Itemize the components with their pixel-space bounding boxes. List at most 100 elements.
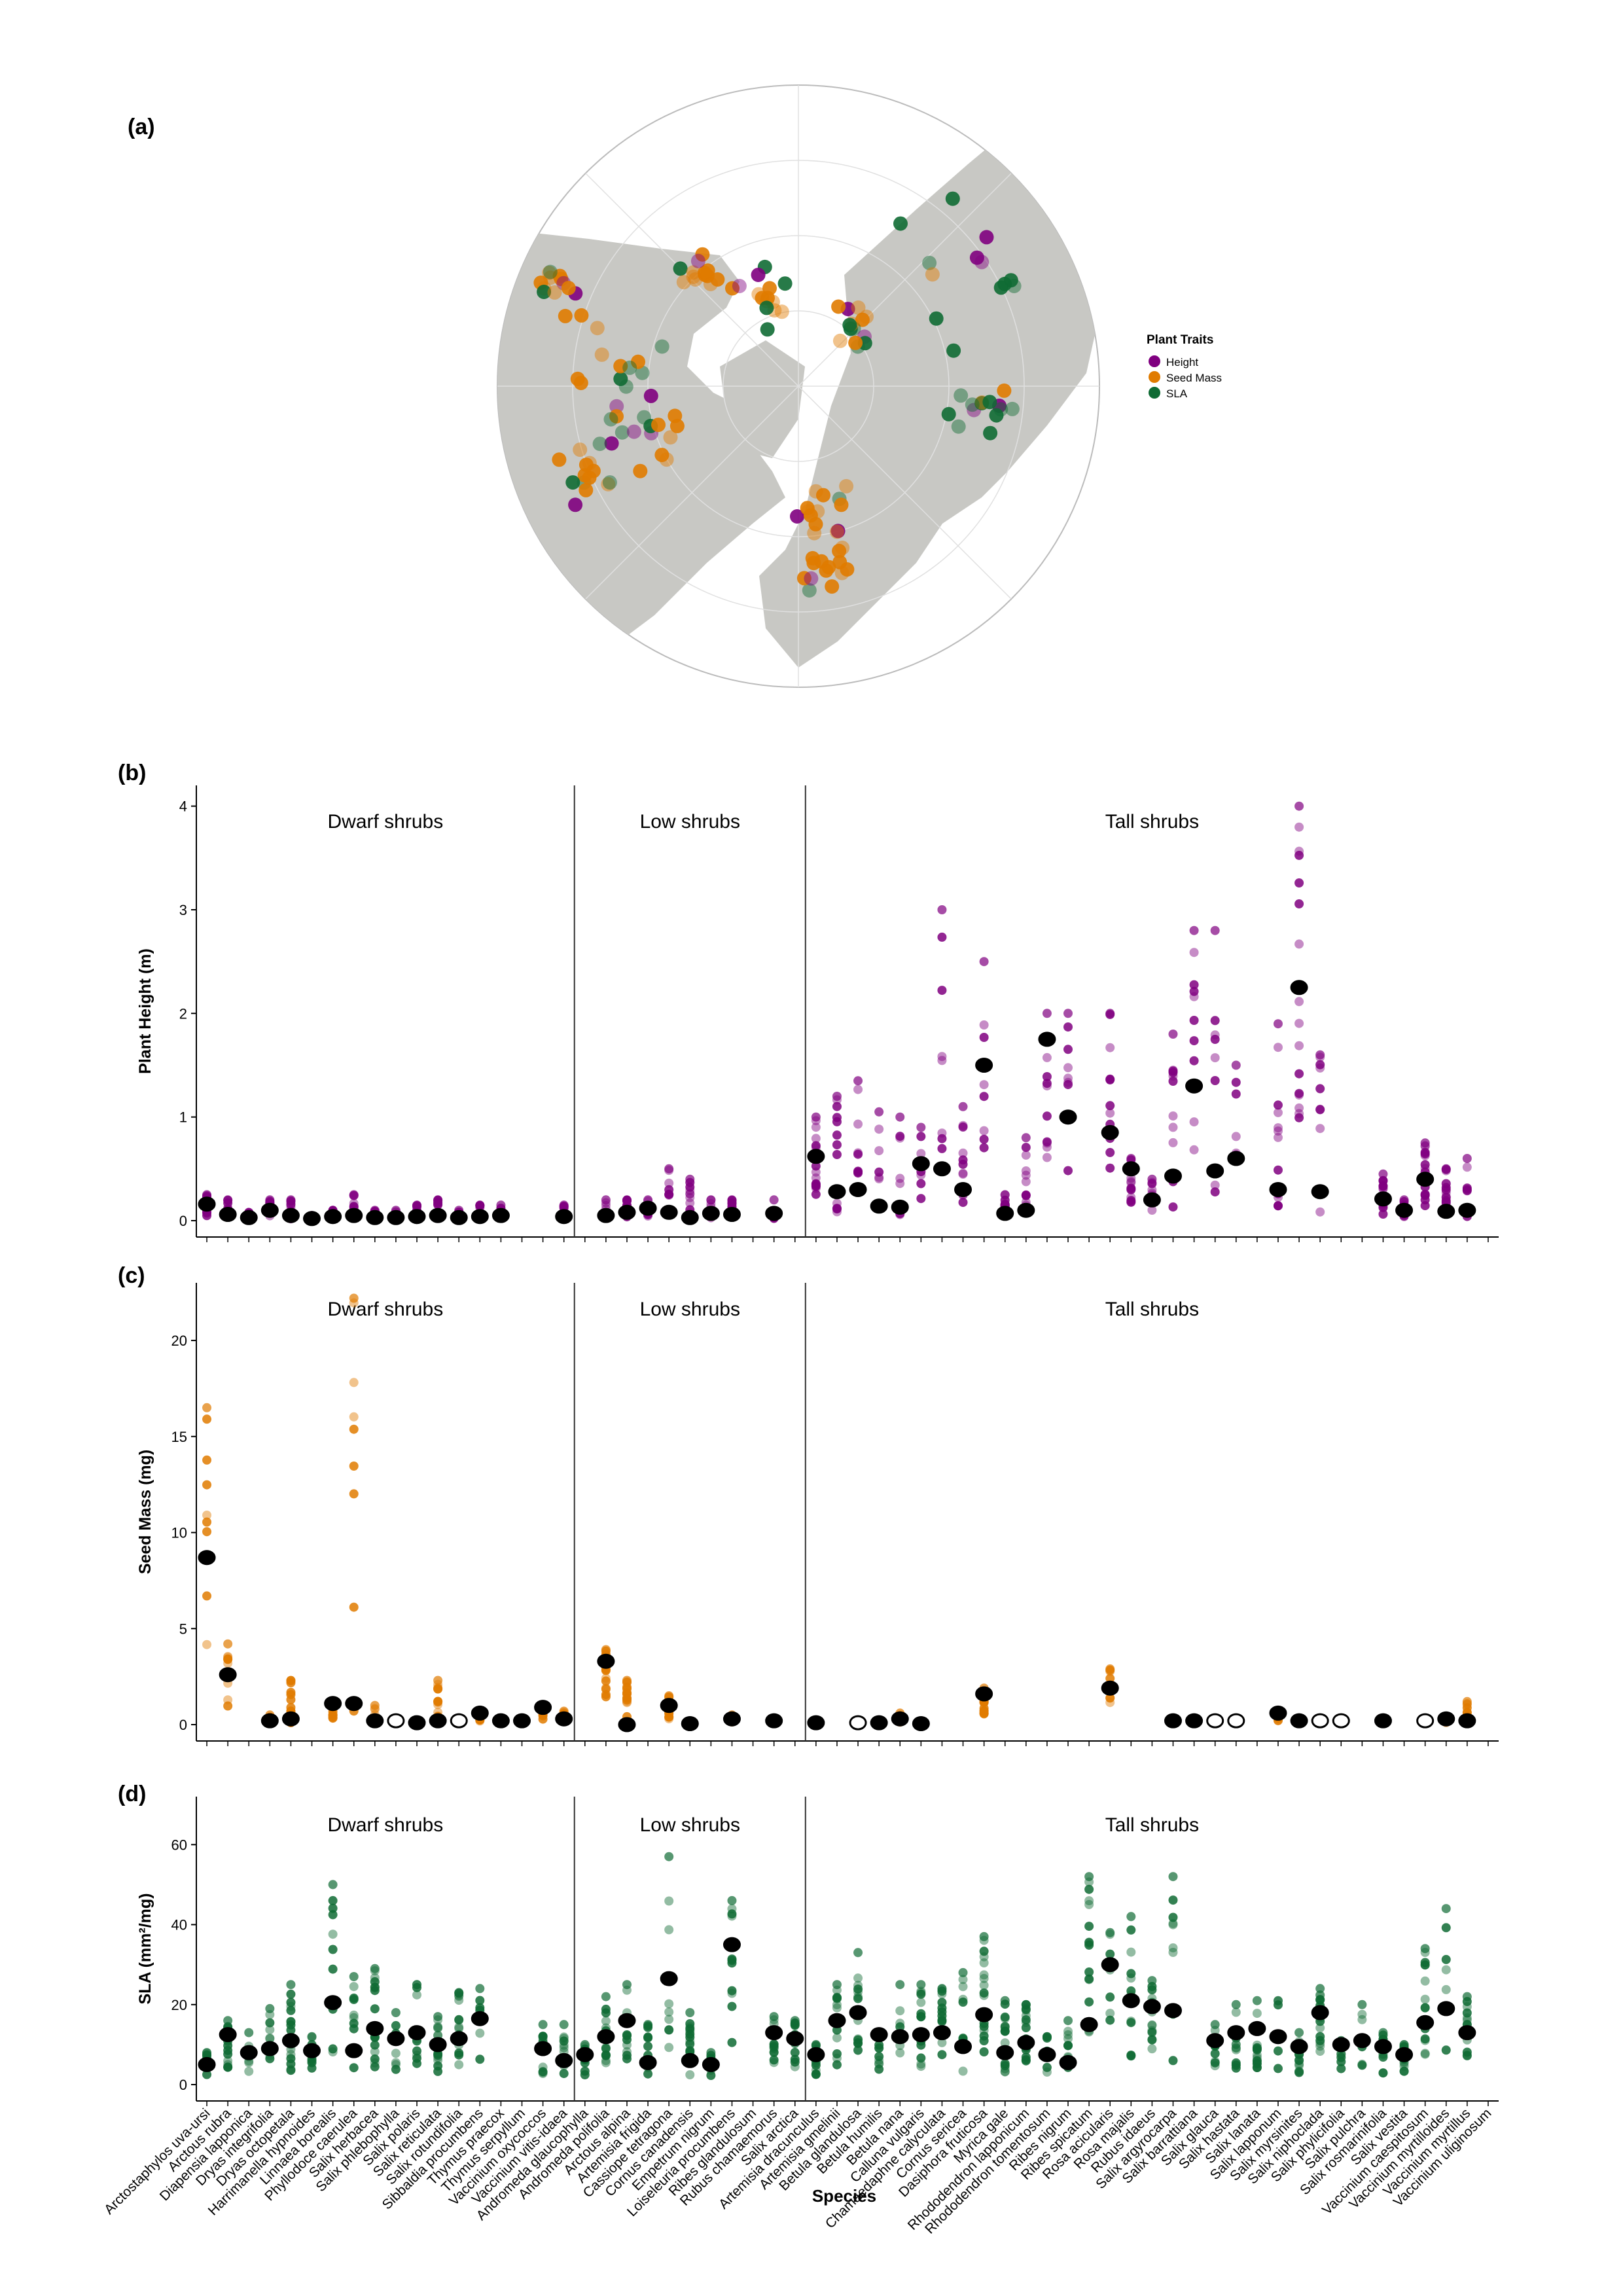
- observation-point: [1441, 1954, 1451, 1964]
- observation-point: [1441, 1923, 1451, 1933]
- site-point: [941, 406, 956, 422]
- site-point: [839, 478, 854, 493]
- observation-point: [328, 1880, 338, 1890]
- observation-point: [1441, 1984, 1451, 1994]
- observation-point: [958, 1198, 968, 1208]
- observation-point: [1063, 1080, 1073, 1090]
- observation-point: [1252, 2040, 1262, 2050]
- species-mean-point: [345, 2043, 363, 2058]
- observation-point: [895, 1980, 905, 1990]
- observation-point: [559, 2043, 569, 2053]
- species-mean-point: [870, 1198, 888, 1214]
- site-point: [965, 397, 980, 412]
- observation-point: [622, 2040, 632, 2050]
- x-axis-title: Species: [812, 2186, 876, 2206]
- observation-point: [937, 2037, 947, 2047]
- observation-point: [202, 1480, 212, 1490]
- observation-point: [559, 2020, 569, 2030]
- observation-point: [811, 1141, 821, 1151]
- observation-point: [370, 1700, 380, 1710]
- observation-point: [916, 1986, 926, 1996]
- observation-point: [979, 1143, 989, 1153]
- site-point: [834, 497, 849, 512]
- observation-point: [664, 1691, 674, 1700]
- legend-label-height: Height: [1166, 356, 1198, 368]
- observation-point: [622, 1195, 632, 1205]
- observation-point: [1441, 1185, 1451, 1194]
- observation-point: [664, 2043, 674, 2053]
- site-point: [951, 419, 966, 434]
- observation-point: [1126, 1973, 1136, 1983]
- species-mean-point: [618, 1204, 636, 1220]
- species-mean-point: [1416, 1713, 1435, 1729]
- species-mean-point: [281, 2033, 300, 2049]
- species-mean-point: [260, 2041, 279, 2056]
- observation-point: [1462, 2047, 1472, 2057]
- species-mean-point: [618, 1717, 636, 1732]
- site-point: [893, 216, 908, 231]
- observation-point: [1273, 1996, 1283, 2005]
- observation-point: [895, 1132, 905, 1141]
- species-mean-point: [366, 1713, 384, 1729]
- species-mean-point: [1290, 1713, 1308, 1729]
- y-axis-label: Plant Height (m): [136, 948, 154, 1074]
- observation-point: [370, 2054, 380, 2064]
- observation-point: [1042, 2067, 1052, 2077]
- observation-point: [685, 2070, 695, 2079]
- observation-point: [1168, 1030, 1178, 1039]
- observation-point: [1189, 1117, 1199, 1127]
- observation-point: [412, 2046, 422, 2056]
- observation-point: [706, 2048, 716, 2058]
- observation-point: [727, 1958, 737, 1968]
- observation-point: [286, 2020, 296, 2030]
- observation-point: [370, 2047, 380, 2056]
- observation-point: [1378, 2068, 1388, 2078]
- observation-point: [1105, 1949, 1115, 1959]
- species-mean-point: [491, 1713, 510, 1729]
- observation-point: [349, 1190, 359, 1200]
- species-mean-point: [828, 1184, 846, 1200]
- observation-point: [538, 1714, 548, 1724]
- observation-point: [265, 2025, 275, 2035]
- species-mean-point: [807, 1715, 825, 1731]
- observation-point: [811, 1112, 821, 1122]
- observation-point: [1273, 1107, 1283, 1117]
- observation-point: [685, 1174, 695, 1184]
- species-mean-point: [1395, 1202, 1414, 1218]
- species-mean-point: [912, 1156, 930, 1172]
- site-point: [842, 317, 857, 332]
- observation-point: [979, 1126, 989, 1136]
- observation-point: [937, 2050, 947, 2060]
- observation-point: [1315, 1063, 1325, 1073]
- species-mean-point: [1017, 2035, 1035, 2051]
- observation-point: [685, 2036, 695, 2046]
- site-point: [594, 347, 609, 362]
- observation-point: [664, 1896, 674, 1906]
- observation-point: [832, 1993, 842, 2003]
- species-mean-point: [387, 2031, 405, 2047]
- observation-point: [1168, 1943, 1178, 1953]
- species-mean-point: [219, 2027, 237, 2043]
- observation-point: [286, 1989, 296, 1999]
- observation-point: [916, 2012, 926, 2022]
- y-tick-label: 5: [179, 1621, 187, 1637]
- observation-point: [328, 1713, 338, 1723]
- observation-point: [1189, 980, 1199, 990]
- site-point: [537, 285, 552, 299]
- observation-point: [580, 2066, 590, 2076]
- observation-point: [601, 1645, 611, 1655]
- site-point: [808, 516, 823, 531]
- group-label: Dwarf shrubs: [328, 1814, 444, 1836]
- observation-point: [1189, 1056, 1199, 1066]
- site-point: [829, 524, 844, 539]
- observation-point: [1189, 986, 1199, 996]
- species-mean-point: [933, 1161, 951, 1177]
- y-tick-label: 15: [171, 1429, 187, 1445]
- observation-point: [1126, 1177, 1136, 1187]
- observation-point: [244, 2028, 254, 2037]
- observation-point: [1441, 1904, 1451, 1914]
- species-mean-point: [408, 1209, 426, 1225]
- observation-point: [286, 2066, 296, 2075]
- observation-point: [601, 2058, 611, 2068]
- panel-label-b: (b): [118, 761, 146, 785]
